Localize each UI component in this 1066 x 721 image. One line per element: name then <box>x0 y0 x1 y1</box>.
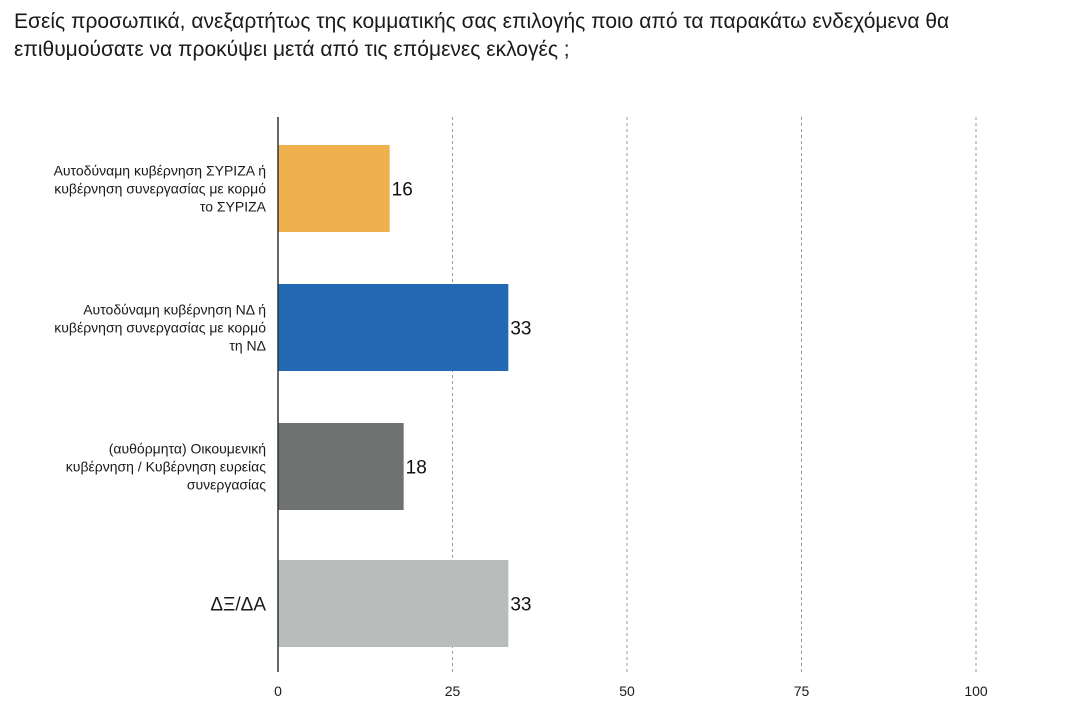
value-label-4: 33 <box>510 595 531 616</box>
category-label-2: Αυτοδύναμη κυβέρνηση ΝΔ ή κυβέρνηση συνερ… <box>54 302 266 354</box>
bar-4 <box>278 560 509 647</box>
tick-labels: 0 25 50 75 100 <box>274 683 988 699</box>
value-label-3: 18 <box>406 458 427 479</box>
value-label-1: 16 <box>392 180 413 201</box>
category-label-3: (αυθόρμητα) Οικουμενική κυβέρνηση / Κυβέρ… <box>66 441 266 493</box>
category-label-4: ΔΞ/ΔΑ <box>210 595 266 616</box>
category-label-1: Αυτοδύναμη κυβέρνηση ΣΥΡΙΖΑ ή κυβέρνηση σ… <box>54 163 267 215</box>
tick-label-100: 100 <box>964 683 988 699</box>
bar-2 <box>278 284 509 371</box>
bar-1 <box>278 145 390 232</box>
value-labels: 16 33 18 33 <box>392 180 532 616</box>
bars <box>278 145 509 647</box>
tick-label-50: 50 <box>619 683 635 699</box>
gridlines <box>452 117 977 672</box>
bar-3 <box>278 423 404 510</box>
tick-label-25: 25 <box>445 683 461 699</box>
tick-label-75: 75 <box>794 683 810 699</box>
category-labels: Αυτοδύναμη κυβέρνηση ΣΥΡΙΖΑ ή κυβέρνηση σ… <box>54 163 267 616</box>
chart-title: Εσείς προσωπικά, ανεξαρτήτως της κομματι… <box>14 10 950 61</box>
value-label-2: 33 <box>510 319 531 340</box>
tick-label-0: 0 <box>274 683 282 699</box>
